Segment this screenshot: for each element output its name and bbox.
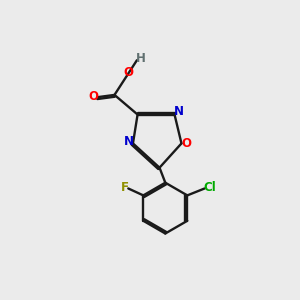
Text: N: N xyxy=(174,105,184,118)
Text: H: H xyxy=(136,52,146,65)
Text: O: O xyxy=(88,90,98,103)
Text: O: O xyxy=(123,66,133,79)
Text: N: N xyxy=(124,135,134,148)
Text: O: O xyxy=(182,137,192,150)
Text: Cl: Cl xyxy=(203,181,216,194)
Text: F: F xyxy=(121,181,129,194)
